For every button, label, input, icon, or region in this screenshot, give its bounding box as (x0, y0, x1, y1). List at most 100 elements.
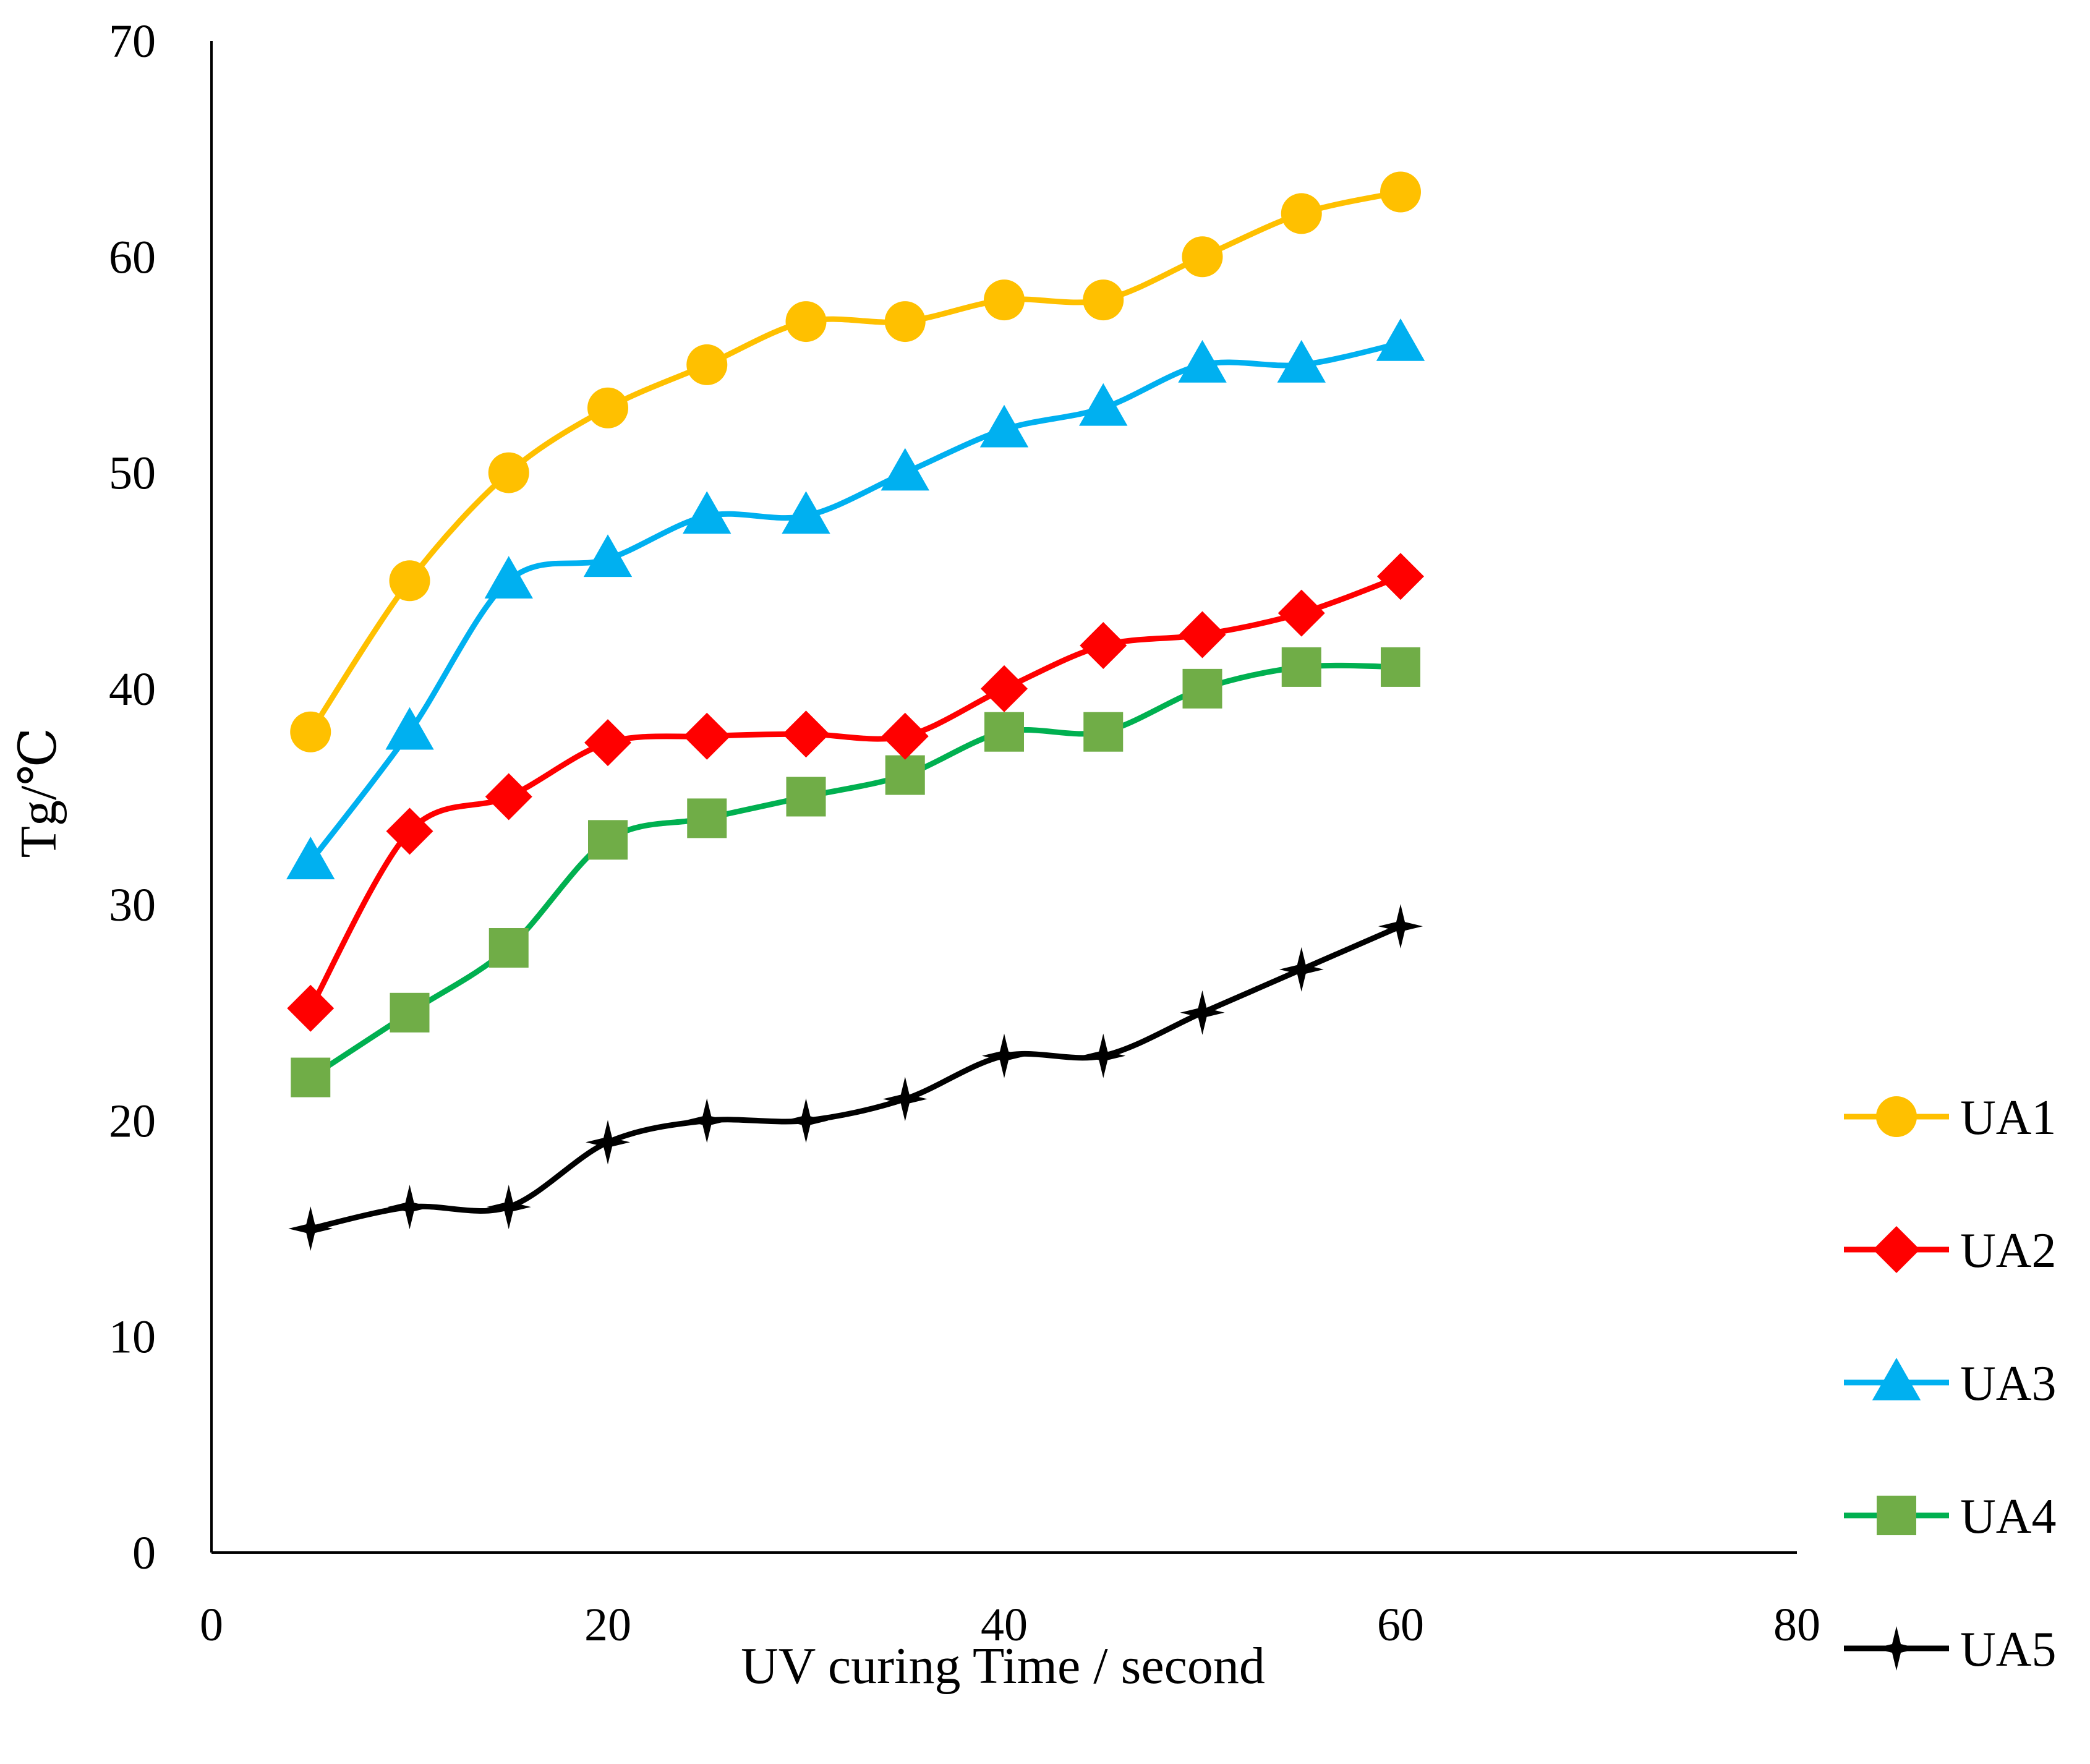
data-point (1381, 647, 1420, 687)
legend-marker (1873, 1226, 1920, 1273)
x-tick-label: 0 (200, 1599, 223, 1651)
series-layer (286, 171, 1425, 1251)
data-point (583, 534, 633, 577)
data-point (287, 984, 335, 1032)
legend-label: UA2 (1960, 1224, 2057, 1278)
legend: UA1 UA2 UA3 UA4 UA5 (1844, 1091, 2057, 1677)
data-point (982, 1033, 1026, 1078)
x-tick-label: 80 (1773, 1599, 1820, 1651)
legend-marker (1876, 1096, 1917, 1137)
data-point (1277, 339, 1326, 383)
data-point (486, 1185, 531, 1230)
data-point (1079, 383, 1128, 426)
series-ua3 (286, 318, 1425, 880)
data-point (782, 491, 830, 534)
x-tick-label: 60 (1377, 1599, 1424, 1651)
legend-marker (1872, 1358, 1921, 1400)
data-point (785, 301, 827, 343)
data-point (1080, 622, 1127, 669)
data-point (683, 712, 731, 760)
legend-item-ua1: UA1 (1844, 1091, 2057, 1145)
data-point (1083, 712, 1124, 752)
legend-label: UA1 (1960, 1091, 2057, 1145)
y-tick-label: 0 (132, 1527, 156, 1579)
data-point (387, 1185, 432, 1230)
y-tick-label: 50 (109, 448, 156, 500)
legend-marker (1877, 1496, 1916, 1535)
data-point (389, 560, 430, 602)
data-point (1378, 904, 1423, 949)
data-point (686, 344, 728, 385)
data-point (984, 712, 1024, 752)
data-point (587, 387, 628, 428)
data-point (882, 1076, 928, 1122)
data-point (1180, 990, 1225, 1035)
data-point (485, 773, 532, 820)
data-point (687, 798, 727, 838)
data-point (1179, 611, 1226, 658)
y-tick-label: 60 (109, 231, 156, 283)
data-point (386, 807, 433, 855)
data-point (1182, 668, 1222, 709)
data-point (683, 491, 732, 534)
series-line (307, 573, 1404, 1012)
data-point (288, 1206, 333, 1251)
data-point (1281, 193, 1322, 234)
data-point (1182, 236, 1223, 278)
data-point (981, 665, 1028, 712)
data-point (290, 711, 331, 752)
y-tick-label: 30 (109, 879, 156, 931)
data-point (885, 755, 925, 795)
legend-marker (1874, 1626, 1919, 1671)
axes: 0 10 20 30 40 50 60 70 0 20 40 60 80 (109, 15, 1820, 1651)
series-line (307, 189, 1404, 735)
series-ua4 (291, 647, 1420, 1097)
data-point (685, 1098, 730, 1143)
legend-label: UA3 (1960, 1357, 2057, 1411)
data-point (979, 404, 1029, 448)
data-point (884, 301, 926, 343)
data-point (588, 820, 628, 860)
data-point (488, 928, 529, 968)
data-point (286, 837, 335, 880)
data-point (786, 777, 826, 817)
data-point (783, 1098, 829, 1143)
y-tick-label: 10 (109, 1311, 156, 1363)
data-point (488, 452, 529, 493)
data-point (390, 992, 430, 1033)
y-axis-label: Tg/℃ (10, 728, 67, 858)
data-point (1281, 647, 1321, 687)
series-line (307, 340, 1404, 864)
x-tick-label: 40 (981, 1599, 1028, 1651)
data-point (984, 279, 1025, 321)
legend-label: UA5 (1960, 1622, 2057, 1677)
x-tick-label: 20 (584, 1599, 631, 1651)
series-ua1 (290, 171, 1421, 752)
data-point (586, 1120, 630, 1165)
data-point (1376, 318, 1425, 361)
y-tick-label: 70 (109, 15, 156, 67)
data-point (1083, 279, 1124, 321)
data-point (782, 710, 830, 758)
data-point (881, 448, 929, 491)
series-ua2 (287, 553, 1424, 1032)
legend-item-ua4: UA4 (1844, 1489, 2057, 1544)
data-point (1081, 1033, 1126, 1078)
data-point (291, 1057, 331, 1097)
data-point (584, 719, 631, 767)
x-axis-label: UV curing Time / second (741, 1637, 1265, 1695)
legend-item-ua5: UA5 (1844, 1622, 2057, 1677)
data-point (1279, 947, 1324, 992)
data-point (484, 556, 533, 599)
data-point (881, 712, 929, 760)
y-tick-label: 40 (109, 663, 156, 715)
data-point (1377, 553, 1424, 600)
data-point (1277, 589, 1325, 637)
data-point (1380, 171, 1421, 213)
data-point (1178, 339, 1227, 383)
series-ua5 (288, 904, 1423, 1251)
legend-label: UA4 (1960, 1489, 2057, 1544)
series-line (307, 662, 1404, 1081)
